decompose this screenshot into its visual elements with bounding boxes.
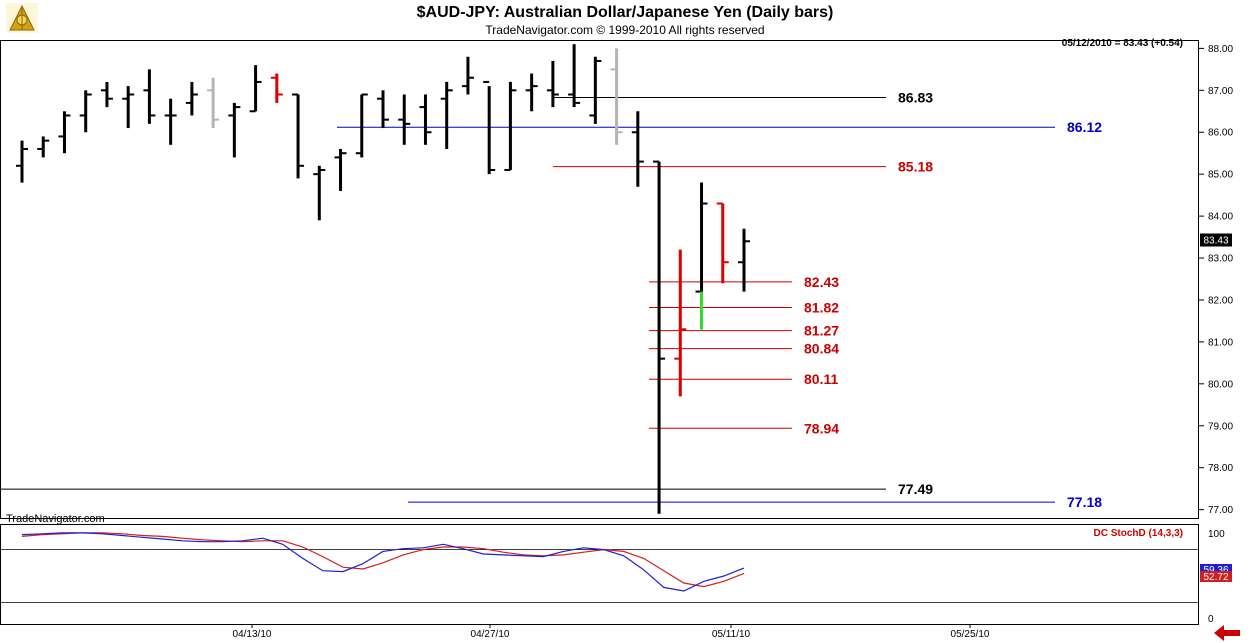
stoch-k-readout-box [1200, 564, 1232, 575]
level-label: 80.11 [804, 371, 838, 387]
stoch-d-readout-box [1200, 571, 1232, 582]
date-tick-label: 04/13/10 [233, 629, 272, 640]
level-label: 82.43 [804, 274, 839, 290]
last-price-tag-label: 83.43 [1203, 236, 1228, 247]
price-tick-label: 84.00 [1208, 212, 1233, 223]
price-tick-label: 80.00 [1208, 379, 1233, 390]
date-tick-label: 05/25/10 [951, 629, 990, 640]
price-tick-label: 81.00 [1208, 337, 1233, 348]
date-tick-label: 04/27/10 [471, 629, 510, 640]
level-label: 78.94 [804, 420, 839, 436]
level-label: 86.83 [898, 89, 933, 105]
price-tick-label: 82.00 [1208, 295, 1233, 306]
level-label: 77.49 [898, 481, 933, 497]
price-axis: 77.00 78.00 79.00 80.00 81.00 82.00 83.00 84.00… [1198, 44, 1233, 516]
price-pane-border [0, 40, 1199, 519]
indicator-pane: DC StochD (14,3,3) [0, 524, 1199, 625]
price-tick-label: 87.00 [1208, 86, 1233, 97]
indicator-tick-label: 100 [1208, 529, 1225, 540]
stoch-k-line [21, 532, 745, 592]
price-pane [0, 40, 1199, 519]
date-tick-label: 05/11/10 [712, 629, 751, 640]
indicator-pane-border [0, 524, 1199, 625]
level-label: 81.82 [804, 300, 839, 316]
stoch-d-readout: 52.72 [1203, 572, 1228, 583]
last-price-tag: 83.43 [1200, 233, 1232, 247]
copyright-text: TradeNavigator.com © 1999-2010 All right… [485, 23, 764, 37]
price-tick-label: 88.00 [1208, 44, 1233, 55]
indicator-lines [0, 532, 1198, 603]
price-tick-label: 86.00 [1208, 128, 1233, 139]
stoch-k-readout: 59.36 [1203, 565, 1228, 576]
level-label: 81.27 [804, 323, 839, 339]
level-lines: 86.83 86.12 85.18 82.43 81.82 81.27 80.84 80.11… [0, 89, 1102, 510]
price-tick-label: 85.00 [1208, 170, 1233, 181]
quote-readout: 05/12/2010 = 83.43 (+0.54) [1062, 38, 1183, 49]
indicator-name: DC StochD (14,3,3) [1094, 528, 1183, 539]
chart-title: $AUD-JPY: Australian Dollar/Japanese Yen… [417, 4, 834, 21]
date-axis: 04/13/10 04/27/10 05/11/10 05/25/10 [233, 624, 990, 640]
stoch-d-line [21, 532, 745, 588]
level-label: 85.18 [898, 159, 933, 175]
level-label: 77.18 [1067, 494, 1102, 510]
price-tick-label: 83.00 [1208, 254, 1233, 265]
watermark: TradeNavigator.com [6, 513, 105, 525]
trade-navigator-logo-icon[interactable] [6, 3, 38, 33]
indicator-tick-label: 0 [1208, 614, 1214, 625]
price-tick-label: 77.00 [1208, 505, 1233, 516]
level-label: 86.12 [1067, 119, 1102, 135]
scroll-left-arrow-icon[interactable] [1214, 625, 1240, 641]
price-tick-label: 79.00 [1208, 421, 1233, 432]
price-bars [16, 44, 750, 514]
level-label: 80.84 [804, 341, 839, 357]
price-tick-label: 78.00 [1208, 463, 1233, 474]
